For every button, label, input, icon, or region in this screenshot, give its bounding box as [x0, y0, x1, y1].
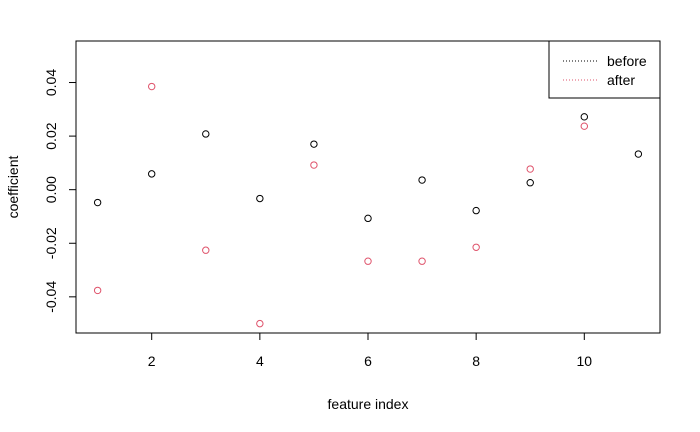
- point-after: [526, 165, 534, 173]
- point-before: [202, 130, 210, 138]
- point-before: [364, 214, 372, 223]
- point-before: [148, 170, 156, 178]
- x-axis-title: feature index: [328, 396, 409, 412]
- y-tick-label: -0.04: [43, 281, 59, 313]
- point-before: [472, 206, 480, 215]
- point-after: [310, 161, 318, 169]
- data-points: [93, 82, 643, 328]
- point-before: [418, 176, 426, 184]
- y-tick-label: 0.04: [43, 69, 59, 96]
- point-after: [418, 257, 426, 265]
- point-before: [580, 113, 588, 121]
- point-after: [148, 82, 156, 91]
- point-before: [256, 194, 264, 203]
- y-axis-title: coefficient: [5, 155, 21, 218]
- x-tick-label: 8: [472, 353, 480, 369]
- x-tick-label: 2: [148, 353, 156, 369]
- y-axis: -0.04 -0.02 0.00 0.02 0.04: [43, 69, 77, 313]
- y-tick-label: 0.02: [43, 122, 59, 149]
- point-after: [580, 122, 588, 130]
- point-before: [634, 150, 643, 158]
- point-before: [526, 179, 534, 187]
- legend-label-after: after: [607, 72, 635, 88]
- point-after: [93, 286, 102, 295]
- x-axis: 2 4 6 8 10: [148, 332, 593, 369]
- point-before: [310, 140, 318, 148]
- y-tick-label: 0.00: [43, 176, 59, 203]
- x-tick-label: 6: [364, 353, 372, 369]
- legend-box: [548, 40, 661, 99]
- point-after: [256, 319, 264, 328]
- y-tick-label: -0.02: [43, 227, 59, 259]
- point-after: [364, 257, 372, 265]
- legend: before after: [548, 40, 661, 99]
- legend-label-before: before: [607, 53, 647, 69]
- point-after: [202, 246, 210, 254]
- x-tick-label: 4: [256, 353, 264, 369]
- point-before: [93, 198, 102, 207]
- x-tick-label: 10: [577, 353, 593, 369]
- point-after: [472, 243, 480, 251]
